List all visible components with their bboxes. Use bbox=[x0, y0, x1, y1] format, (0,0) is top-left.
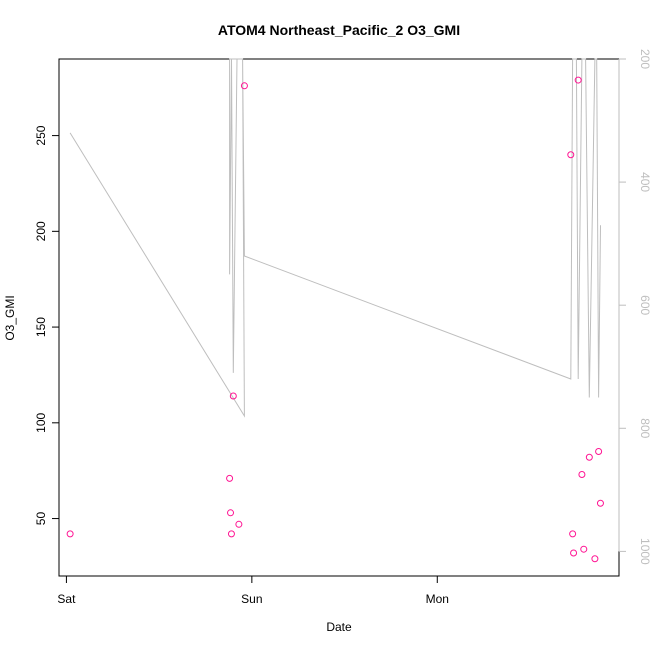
data-point bbox=[585, 453, 593, 461]
y2-tick-label: 400 bbox=[638, 172, 650, 192]
y-tick-label: 100 bbox=[34, 412, 48, 432]
data-point bbox=[595, 448, 603, 456]
y-axis-right: 200 400 600 800 1000 bbox=[618, 49, 650, 565]
data-point bbox=[596, 499, 604, 507]
series-line bbox=[69, 58, 601, 418]
data-point bbox=[578, 471, 586, 479]
y-tick-label: 150 bbox=[34, 317, 48, 337]
y2-tick-label: 600 bbox=[638, 295, 650, 315]
y-axis-label: O3_GMI bbox=[3, 295, 17, 340]
y2-tick-label: 800 bbox=[638, 418, 650, 438]
y-axis-left: 50 100 150 200 250 bbox=[34, 125, 60, 526]
y2-tick-label: 1000 bbox=[638, 538, 650, 565]
data-point bbox=[591, 555, 599, 563]
data-point bbox=[227, 530, 235, 538]
left-axis-points bbox=[66, 76, 604, 563]
data-point bbox=[227, 509, 235, 517]
right-axis-series-line bbox=[69, 58, 601, 418]
data-point bbox=[567, 151, 575, 159]
chart-title: ATOM4 Northeast_Pacific_2 O3_GMI bbox=[218, 22, 460, 38]
y2-tick-label: 200 bbox=[638, 49, 650, 69]
data-point bbox=[66, 530, 74, 538]
x-tick-label: Sun bbox=[241, 592, 262, 606]
data-point bbox=[235, 520, 243, 528]
y-tick-label: 50 bbox=[34, 512, 48, 526]
y-tick-label: 250 bbox=[34, 125, 48, 145]
plot-frame bbox=[58, 58, 620, 577]
data-point bbox=[240, 82, 248, 90]
data-point bbox=[229, 392, 237, 400]
x-tick-label: Mon bbox=[426, 592, 449, 606]
x-tick-label: Sat bbox=[57, 592, 76, 606]
y-tick-label: 200 bbox=[34, 221, 48, 241]
data-point bbox=[570, 549, 578, 557]
data-point bbox=[580, 545, 588, 553]
x-axis-label: Date bbox=[326, 620, 352, 634]
data-point bbox=[569, 530, 577, 538]
data-point bbox=[226, 474, 234, 482]
x-axis: Sat Sun Mon bbox=[57, 575, 449, 606]
data-point bbox=[574, 76, 582, 84]
